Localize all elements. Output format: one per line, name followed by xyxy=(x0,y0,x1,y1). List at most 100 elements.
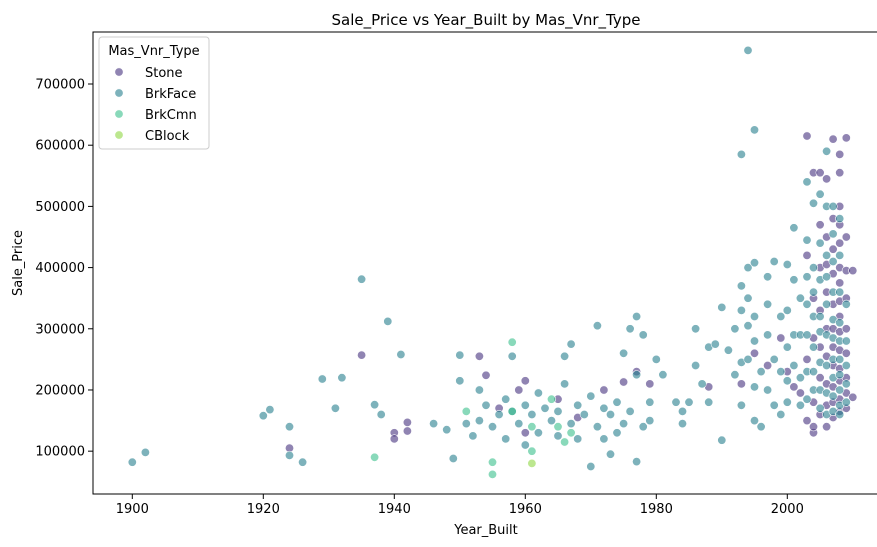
point-brkface-171 xyxy=(835,318,845,328)
y-tick-label-600000: 600000 xyxy=(35,139,85,154)
point-brkface-37 xyxy=(540,403,550,413)
point-brkface-77 xyxy=(697,379,707,389)
point-brkface-49 xyxy=(586,391,596,401)
point-brkface-79 xyxy=(704,397,714,407)
point-brkface-11 xyxy=(370,400,380,410)
point-brkface-60 xyxy=(625,324,635,334)
point-brkface-105 xyxy=(763,299,773,309)
point-brkface-152 xyxy=(822,272,832,282)
point-brkface-128 xyxy=(802,235,812,245)
point-brkface-16 xyxy=(442,425,452,435)
point-brkface-18 xyxy=(455,350,465,360)
point-brkface-14 xyxy=(396,349,406,359)
point-brkface-28 xyxy=(501,434,511,444)
point-brkface-107 xyxy=(763,385,773,395)
point-brkface-117 xyxy=(782,376,792,386)
point-brkcmn-7 xyxy=(527,446,537,456)
legend: Mas_Vnr_Type Stone BrkFace BrkCmn CBlock xyxy=(98,36,210,150)
legend-label-cblock: CBlock xyxy=(145,129,190,144)
point-stone-24 xyxy=(789,382,799,392)
point-brkface-175 xyxy=(835,385,845,395)
point-stone-20 xyxy=(749,348,759,358)
y-axis-label: Sale_Price xyxy=(11,230,26,296)
point-stone-1 xyxy=(357,350,367,360)
point-stone-43 xyxy=(822,174,832,184)
point-stone-10 xyxy=(520,376,530,386)
point-stone-29 xyxy=(802,416,812,426)
point-brkface-54 xyxy=(605,449,615,459)
point-brkface-57 xyxy=(612,428,622,438)
point-brkface-70 xyxy=(658,370,668,380)
point-brkface-134 xyxy=(808,198,818,208)
point-brkface-113 xyxy=(776,409,786,419)
legend-label-brkcmn: BrkCmn xyxy=(145,108,197,123)
point-brkface-10 xyxy=(357,274,367,284)
chart-title: Sale_Price vs Year_Built by Mas_Vnr_Type xyxy=(332,11,641,30)
x-tick-label-1920: 1920 xyxy=(247,502,280,517)
point-stone-67 xyxy=(835,238,845,248)
point-brkface-130 xyxy=(802,299,812,309)
legend-title: Mas_Vnr_Type xyxy=(108,44,199,59)
point-brkface-116 xyxy=(782,342,792,352)
point-brkface-98 xyxy=(749,311,759,321)
point-stone-37 xyxy=(815,220,825,230)
point-brkface-50 xyxy=(592,321,602,331)
legend-marker-stone xyxy=(114,67,124,77)
point-brkface-31 xyxy=(514,419,524,429)
point-brkface-56 xyxy=(612,397,622,407)
point-stone-87 xyxy=(848,266,858,276)
point-brkface-5 xyxy=(284,450,294,460)
point-brkface-111 xyxy=(776,311,786,321)
y-axis: 100000 200000 300000 400000 500000 600000 7000… xyxy=(35,78,93,460)
legend-box xyxy=(98,36,210,150)
point-brkface-112 xyxy=(776,367,786,377)
point-brkface-94 xyxy=(743,321,753,331)
point-stone-88 xyxy=(848,392,858,402)
point-brkcmn-6 xyxy=(527,422,537,432)
point-brkface-76 xyxy=(691,360,701,370)
point-brkcmn-10 xyxy=(560,437,570,447)
point-stone-11 xyxy=(520,428,530,438)
point-stone-63 xyxy=(835,149,845,159)
point-brkface-139 xyxy=(808,367,818,377)
point-brkcmn-11 xyxy=(566,428,576,438)
point-stone-27 xyxy=(802,250,812,260)
point-brkface-35 xyxy=(533,428,543,438)
point-brkface-99 xyxy=(749,336,759,346)
point-brkface-133 xyxy=(802,394,812,404)
point-brkface-129 xyxy=(802,272,812,282)
point-brkface-69 xyxy=(651,354,661,364)
x-tick-label-1980: 1980 xyxy=(640,502,673,517)
point-brkface-47 xyxy=(579,409,589,419)
point-brkface-12 xyxy=(376,409,386,419)
legend-label-stone: Stone xyxy=(145,66,183,81)
point-brkface-36 xyxy=(533,388,543,398)
point-brkcmn-9 xyxy=(553,422,563,432)
point-brkface-103 xyxy=(756,422,766,432)
point-brkface-80 xyxy=(710,339,720,349)
point-brkface-67 xyxy=(645,397,655,407)
point-stone-17 xyxy=(645,379,655,389)
point-brkface-109 xyxy=(769,354,779,364)
point-brkface-44 xyxy=(566,339,576,349)
point-brkface-131 xyxy=(802,330,812,340)
point-brkface-108 xyxy=(769,256,779,266)
y-tick-label-100000: 100000 xyxy=(35,445,85,460)
point-brkface-75 xyxy=(691,324,701,334)
y-tick-label-300000: 300000 xyxy=(35,322,85,337)
point-brkface-33 xyxy=(520,440,530,450)
point-brkface-97 xyxy=(749,258,759,268)
point-brkface-92 xyxy=(743,263,753,273)
point-brkface-15 xyxy=(429,419,439,429)
point-brkface-96 xyxy=(749,125,759,135)
point-stone-22 xyxy=(776,333,786,343)
point-stone-4 xyxy=(402,417,412,427)
point-brkface-87 xyxy=(736,281,746,291)
x-tick-label-1900: 1900 xyxy=(116,502,149,517)
legend-label-brkface: BrkFace xyxy=(145,87,196,102)
point-brkface-159 xyxy=(828,229,838,239)
point-brkface-24 xyxy=(481,400,491,410)
point-brkface-73 xyxy=(677,419,687,429)
point-brkface-115 xyxy=(782,305,792,315)
